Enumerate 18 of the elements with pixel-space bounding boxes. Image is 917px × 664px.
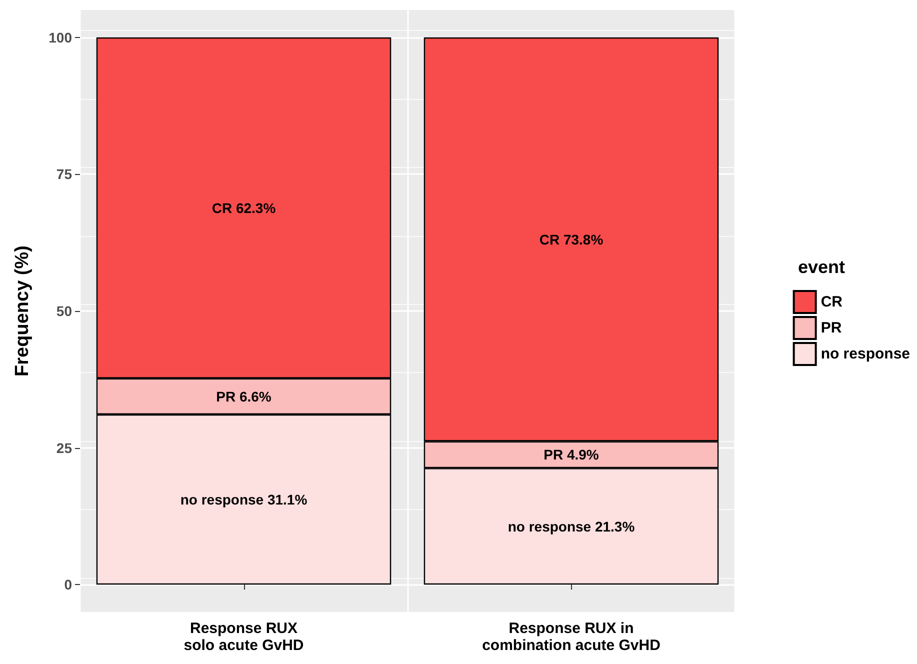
data-label: PR 6.6% [216,388,272,404]
legend-label: no response [820,346,910,362]
y-tick-label: 75 [56,166,72,182]
data-label: CR 62.3% [212,200,276,216]
legend-label: CR [820,294,843,310]
y-axis-title: Frequency (%) [12,246,33,376]
legend-title: event [798,257,846,277]
data-label: no response 21.3% [508,518,636,534]
data-label: PR 4.9% [544,446,600,463]
data-label: CR 73.8% [539,231,604,248]
y-tick-label: 100 [48,29,72,46]
data-label: no response 31.1% [180,492,308,508]
y-tick-label: 50 [56,303,72,319]
y-tick-label: 25 [56,440,72,456]
x-tick-label: Response RUX solo acute GvHD [184,620,304,654]
x-tick-label: Response RUX in combination acute GvHD [482,620,661,654]
y-tick-label: 0 [64,576,72,593]
legend-label: PR [820,320,842,336]
